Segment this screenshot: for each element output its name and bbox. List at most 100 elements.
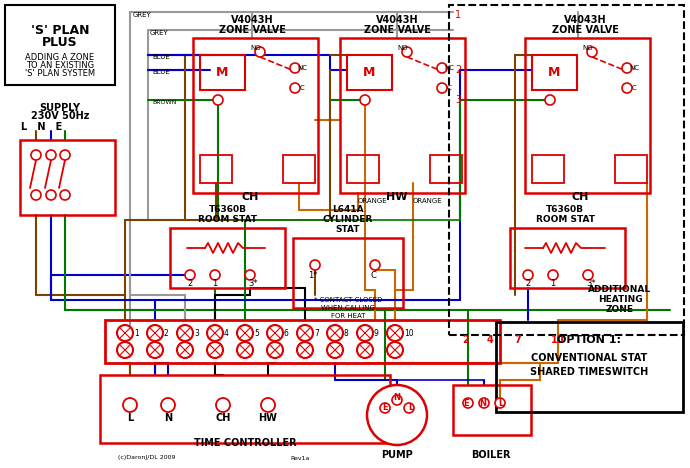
Circle shape	[117, 342, 133, 358]
Circle shape	[237, 325, 253, 341]
Circle shape	[147, 325, 163, 341]
Text: GREY: GREY	[150, 30, 169, 36]
Text: ZONE: ZONE	[606, 306, 634, 314]
Text: ROOM STAT: ROOM STAT	[535, 215, 595, 225]
Text: CH: CH	[215, 413, 230, 423]
Text: GREY: GREY	[133, 12, 152, 18]
Bar	[170, 228, 285, 288]
Circle shape	[387, 325, 403, 341]
Text: E: E	[382, 403, 388, 412]
Text: 3*: 3*	[248, 278, 258, 287]
Text: * CONTACT CLOSED: * CONTACT CLOSED	[314, 297, 382, 303]
Circle shape	[587, 47, 597, 57]
Text: SUPPLY: SUPPLY	[39, 103, 81, 113]
Text: ADDING A ZONE: ADDING A ZONE	[26, 52, 95, 61]
Text: 5: 5	[254, 329, 259, 337]
Bar	[453, 385, 531, 435]
Text: NO: NO	[582, 45, 593, 51]
Bar	[347, 55, 392, 90]
Text: NC: NC	[444, 65, 454, 71]
Text: 9: 9	[374, 329, 379, 337]
Bar	[615, 155, 647, 183]
Circle shape	[290, 63, 300, 73]
Text: TIME CONTROLLER: TIME CONTROLLER	[194, 438, 296, 448]
Bar	[449, 5, 684, 335]
Circle shape	[327, 342, 343, 358]
Text: HW: HW	[386, 192, 408, 202]
Text: FOR HEAT: FOR HEAT	[331, 313, 365, 319]
Text: 'S' PLAN SYSTEM: 'S' PLAN SYSTEM	[25, 68, 95, 78]
Text: L: L	[498, 398, 504, 408]
Circle shape	[370, 260, 380, 270]
Text: 1: 1	[551, 278, 555, 287]
Text: 2: 2	[525, 278, 531, 287]
Bar	[105, 320, 500, 363]
Circle shape	[548, 270, 558, 280]
Bar	[496, 322, 683, 412]
Text: L641A: L641A	[332, 205, 364, 214]
Circle shape	[290, 83, 300, 93]
Text: T6360B: T6360B	[209, 205, 247, 214]
Circle shape	[161, 398, 175, 412]
Bar	[340, 38, 465, 193]
Circle shape	[185, 270, 195, 280]
Text: BROWN: BROWN	[152, 101, 177, 105]
Circle shape	[267, 342, 283, 358]
Bar	[293, 238, 403, 308]
Circle shape	[207, 342, 223, 358]
Text: 3: 3	[194, 329, 199, 337]
Text: 10: 10	[404, 329, 413, 337]
Circle shape	[327, 325, 343, 341]
Circle shape	[622, 83, 632, 93]
Circle shape	[357, 325, 373, 341]
Bar	[200, 155, 232, 183]
Text: CH: CH	[571, 192, 589, 202]
Text: C: C	[446, 85, 451, 91]
Text: ORANGE: ORANGE	[413, 198, 442, 204]
Text: ROOM STAT: ROOM STAT	[199, 215, 257, 225]
Text: ORANGE: ORANGE	[358, 198, 388, 204]
Text: 1: 1	[455, 10, 461, 20]
Text: E: E	[463, 398, 469, 408]
Text: C: C	[299, 85, 304, 91]
Circle shape	[583, 270, 593, 280]
Text: HW: HW	[259, 413, 277, 423]
Text: ADDITIONAL: ADDITIONAL	[589, 285, 651, 294]
Text: 2: 2	[462, 335, 469, 345]
Text: 2: 2	[164, 329, 169, 337]
Circle shape	[402, 47, 412, 57]
Circle shape	[367, 385, 427, 445]
Text: N: N	[480, 398, 486, 408]
Text: 1*: 1*	[308, 271, 318, 279]
Text: STAT: STAT	[336, 226, 360, 234]
Text: ZONE VALVE: ZONE VALVE	[219, 25, 286, 35]
Text: TO AN EXISTING: TO AN EXISTING	[26, 60, 94, 70]
Text: 3: 3	[455, 95, 461, 105]
Text: OPTION 1:: OPTION 1:	[557, 335, 621, 345]
Text: M: M	[216, 66, 228, 79]
Text: 4: 4	[224, 329, 229, 337]
Text: N: N	[393, 394, 400, 402]
Bar	[5, 5, 115, 85]
Circle shape	[523, 270, 533, 280]
Circle shape	[357, 342, 373, 358]
Text: 10: 10	[551, 335, 564, 345]
Text: 1: 1	[134, 329, 139, 337]
Circle shape	[31, 190, 41, 200]
Bar	[532, 155, 564, 183]
Text: 7: 7	[314, 329, 319, 337]
Bar	[525, 38, 650, 193]
Text: 8: 8	[344, 329, 348, 337]
Text: (c)DaronJ/DL 2009: (c)DaronJ/DL 2009	[118, 455, 175, 461]
Circle shape	[267, 325, 283, 341]
Text: L: L	[127, 413, 133, 423]
Text: SHARED TIMESWITCH: SHARED TIMESWITCH	[530, 367, 648, 377]
Text: 4: 4	[486, 335, 493, 345]
Text: V4043H: V4043H	[230, 15, 273, 25]
Bar	[200, 55, 245, 90]
Circle shape	[437, 83, 447, 93]
Circle shape	[297, 325, 313, 341]
Text: T6360B: T6360B	[546, 205, 584, 214]
Text: CYLINDER: CYLINDER	[323, 215, 373, 225]
Text: 3*: 3*	[586, 278, 595, 287]
